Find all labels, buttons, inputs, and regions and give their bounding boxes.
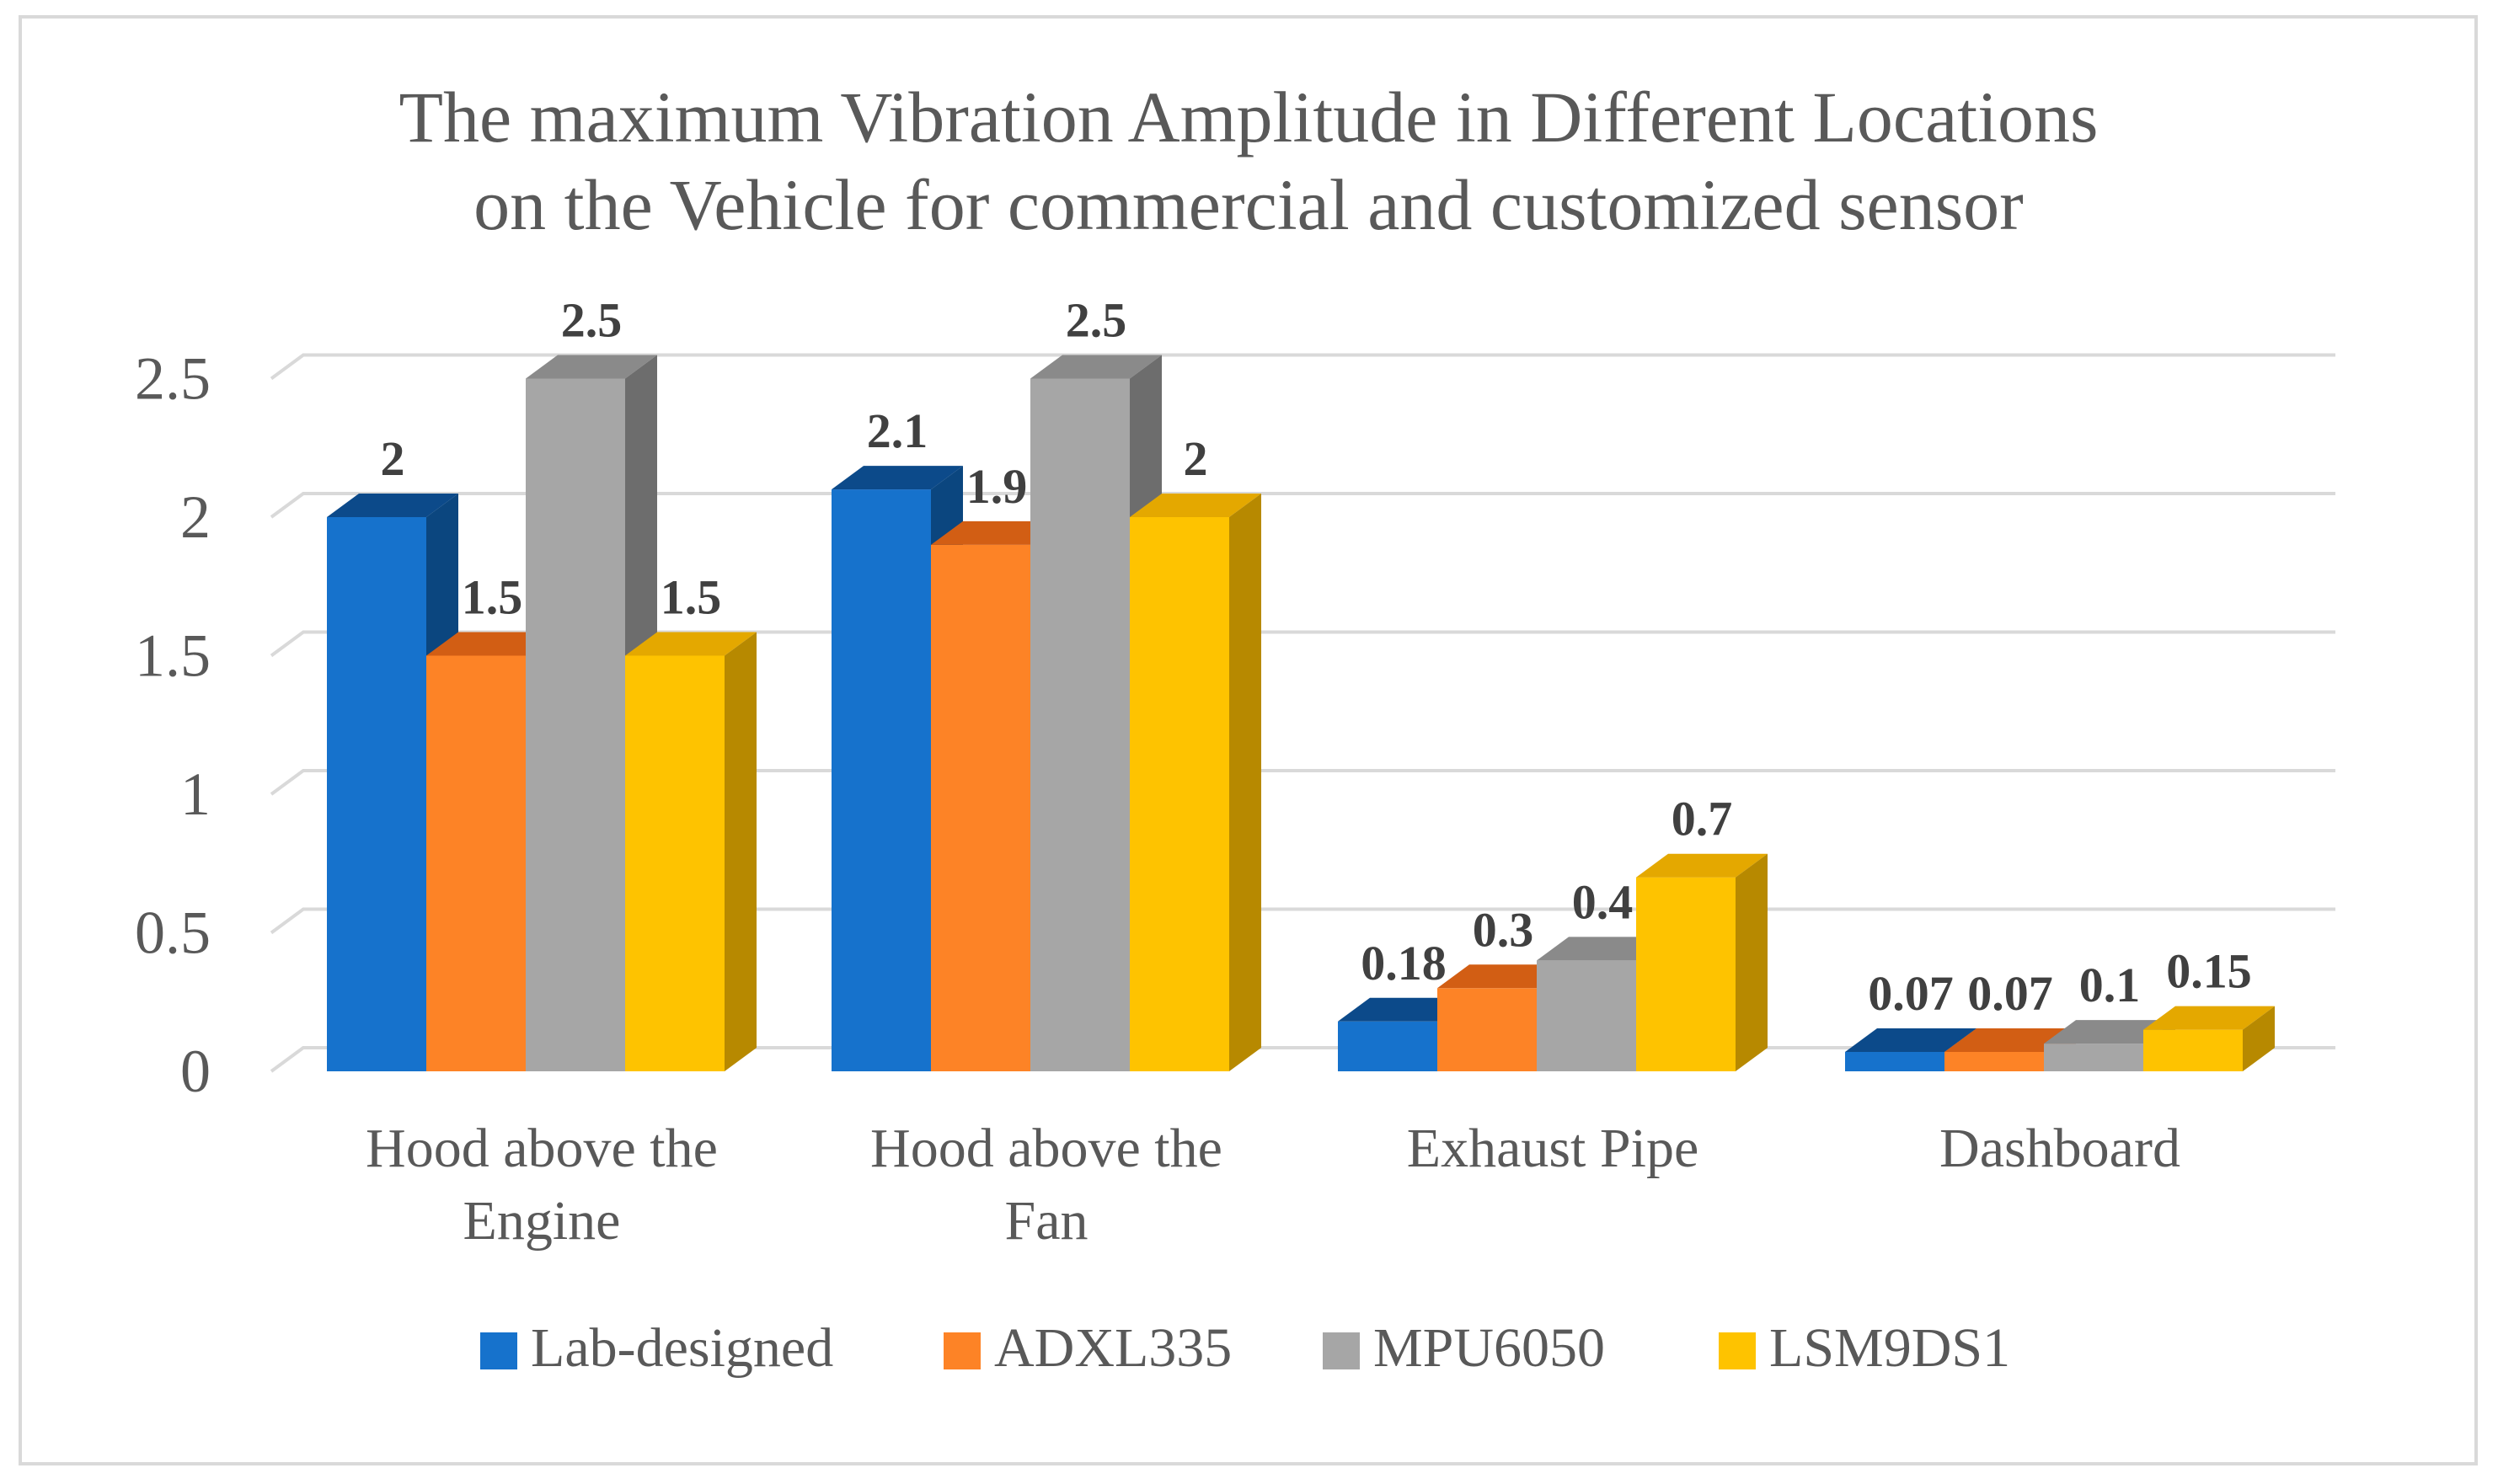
- data-label: 2.5: [561, 293, 623, 348]
- bar-front: [2044, 1044, 2143, 1071]
- y-tick-label: 2: [180, 483, 211, 551]
- x-tick-label: Dashboard: [1939, 1118, 2180, 1179]
- bar-top: [526, 355, 657, 379]
- bar-front: [832, 489, 931, 1071]
- gridline: [270, 492, 2335, 519]
- bar-front: [625, 655, 725, 1071]
- gridline: [270, 630, 2335, 658]
- bar-front: [1437, 988, 1537, 1071]
- data-label: 0.4: [1572, 874, 1634, 929]
- chart-title-line: on the Vehicle for commercial and custom…: [473, 164, 2024, 245]
- legend-item: MPU6050: [1323, 1317, 1605, 1379]
- x-tick-label: Hood above the: [870, 1118, 1222, 1179]
- bar-top: [931, 520, 1062, 545]
- bar-top: [426, 632, 558, 656]
- bar-side: [725, 632, 757, 1071]
- chart-title-line: The maximum Vibration Amplitude in Diffe…: [399, 77, 2098, 157]
- data-label: 2: [381, 431, 405, 486]
- bar: [1845, 1028, 1976, 1071]
- data-labels: 2 1.5 2.5 1.5 2.1 1.9 2.5 2 0.18 0.3 0.4 0.7 0.07 0.0…: [381, 293, 2252, 1021]
- bar-top: [1537, 937, 1668, 961]
- legend-label: ADXL335: [994, 1317, 1232, 1379]
- bar-front: [1537, 960, 1636, 1071]
- bar-top: [2044, 1020, 2175, 1044]
- bar: [1944, 1028, 2076, 1071]
- bar: [1130, 494, 1261, 1071]
- bar-top: [1130, 494, 1261, 517]
- data-label: 0.07: [1868, 966, 1954, 1021]
- chart-title: The maximum Vibration Amplitude in Diffe…: [399, 77, 2098, 245]
- bar-top: [832, 466, 963, 490]
- bar: [625, 632, 757, 1071]
- data-label: 1.9: [966, 459, 1028, 514]
- plot-area: [327, 355, 2275, 1071]
- data-label: 0.18: [1361, 936, 1447, 990]
- data-label: 0.07: [1967, 966, 2053, 1021]
- bar-top: [327, 494, 458, 517]
- bar-front: [426, 655, 526, 1071]
- bar-side: [1736, 853, 1768, 1071]
- legend-swatch: [1719, 1332, 1756, 1369]
- x-tick-label: Fan: [1005, 1190, 1089, 1252]
- bar-top: [1030, 355, 1162, 379]
- data-label: 0.7: [1672, 792, 1733, 846]
- bar-front: [327, 517, 426, 1071]
- bar-top: [1437, 964, 1569, 989]
- legend-swatch: [944, 1332, 981, 1369]
- x-tick-label: Hood above the: [366, 1118, 718, 1179]
- bar: [931, 520, 1062, 1071]
- y-axis: 0 0.5 1 1.5 2 2.5: [135, 345, 211, 1106]
- x-tick-label: Exhaust Pipe: [1407, 1118, 1698, 1179]
- bar-front: [1944, 1051, 2044, 1071]
- x-tick-label: Engine: [463, 1190, 621, 1252]
- y-tick-label: 2.5: [135, 345, 211, 413]
- legend-swatch: [480, 1332, 517, 1369]
- legend-item: Lab-designed: [480, 1317, 833, 1379]
- bar-top: [2143, 1006, 2275, 1030]
- y-tick-label: 0: [180, 1038, 211, 1105]
- data-label: 0.15: [2166, 944, 2252, 999]
- data-label: 2: [1184, 431, 1208, 486]
- bar-front: [1130, 517, 1229, 1071]
- legend-label: LSM9DS1: [1769, 1317, 2010, 1379]
- bar-front: [1845, 1051, 1944, 1071]
- bar-front: [1636, 877, 1736, 1071]
- y-tick-label: 1.5: [135, 622, 211, 690]
- bar-top: [1944, 1028, 2076, 1052]
- x-axis: Hood above the Engine Hood above the Fan Exh…: [366, 1118, 2180, 1252]
- bar-front: [1338, 1021, 1437, 1071]
- bar-front: [931, 544, 1030, 1071]
- data-label: 2.5: [1066, 293, 1127, 348]
- legend-item: ADXL335: [944, 1317, 1232, 1379]
- legend-label: MPU6050: [1373, 1317, 1605, 1379]
- y-tick-label: 1: [180, 761, 211, 828]
- bar-side: [2243, 1006, 2275, 1071]
- bar: [2143, 1006, 2275, 1071]
- legend: Lab-designed ADXL335 MPU6050 LSM9DS1: [480, 1317, 2010, 1379]
- bar: [1636, 853, 1768, 1071]
- legend-swatch: [1323, 1332, 1360, 1369]
- bar-top: [625, 632, 757, 656]
- data-label: 2.1: [867, 403, 928, 458]
- data-label: 0.3: [1473, 902, 1534, 957]
- bar-top: [1636, 853, 1768, 878]
- data-label: 1.5: [661, 570, 722, 625]
- data-label: 0.1: [2079, 958, 2141, 1012]
- bar-front: [526, 378, 625, 1071]
- data-label: 1.5: [462, 570, 523, 625]
- y-tick-label: 0.5: [135, 899, 211, 967]
- legend-item: LSM9DS1: [1719, 1317, 2010, 1379]
- gridline: [270, 353, 2335, 381]
- bar-front: [1030, 378, 1130, 1071]
- legend-label: Lab-designed: [531, 1317, 833, 1379]
- bar-side: [1229, 494, 1261, 1071]
- bar-top: [1338, 997, 1469, 1022]
- bar-front: [2143, 1029, 2243, 1071]
- gridline: [270, 769, 2335, 796]
- bar-top: [1845, 1028, 1976, 1052]
